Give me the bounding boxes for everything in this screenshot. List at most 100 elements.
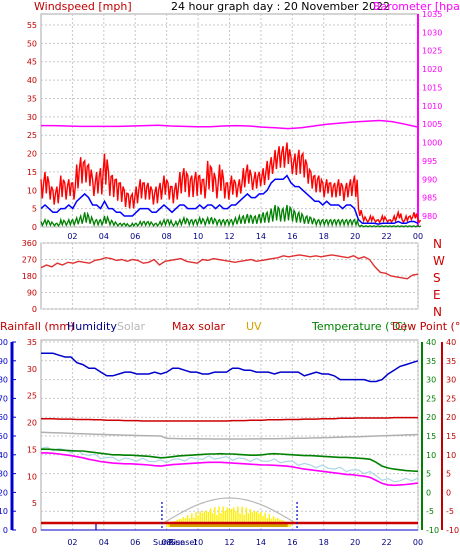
- wind-x-tick-label: 04: [99, 232, 109, 241]
- rainfall-tick-label: 20: [0, 488, 8, 497]
- weather-x-tick-label: 18: [319, 538, 329, 547]
- temperature-tick-label: 35: [426, 357, 436, 366]
- solar-reference-line: [40, 431, 419, 440]
- humidity-tick-label: 5: [32, 499, 37, 508]
- dew-point-tick-label: 5: [446, 470, 451, 479]
- max-solar-line: [41, 416, 418, 422]
- humidity-tick-label: 20: [27, 419, 37, 428]
- dew-point-tick-label: 15: [446, 432, 456, 441]
- wind-x-tick-label: 14: [256, 232, 266, 241]
- dew-point-tick-label: 30: [446, 376, 456, 385]
- direction-tick-label: 0: [32, 305, 37, 314]
- humidity-tick-label: 30: [27, 365, 37, 374]
- humidity-tick-label: 0: [32, 526, 37, 535]
- temperature-tick-label: 40: [426, 338, 436, 347]
- barometer-tick-label: 995: [422, 157, 437, 166]
- barometer-axis-label: Barometer [hpa]: [373, 0, 460, 13]
- windspeed-tick-label: 55: [27, 21, 37, 30]
- barometer-tick-label: 1015: [422, 83, 442, 92]
- wind-x-tick-label: 20: [350, 232, 360, 241]
- windspeed-tick-label: 45: [27, 58, 37, 67]
- direction-tick-label: 180: [22, 272, 37, 281]
- barometer-tick-label: 1000: [422, 139, 442, 148]
- barometer-tick-label: 1020: [422, 65, 442, 74]
- direction-plot: 0 90 180 270 360: [22, 239, 419, 314]
- weather-x-tick-label: 06: [130, 538, 140, 547]
- wind-x-tick-label: 06: [130, 232, 140, 241]
- compass-label-s: S: [433, 271, 441, 285]
- rainfall-tick-label: 30: [0, 470, 8, 479]
- barometer-tick-label: 1035: [422, 10, 442, 19]
- weather-x-tick-label: 20: [350, 538, 360, 547]
- humidity-line: [41, 352, 419, 383]
- temperature-tick-label: 15: [426, 432, 436, 441]
- wind-x-tick-label: 08: [162, 232, 172, 241]
- weather-x-ticks: 02 04 06 08 10 12 14 16 18 20 22 00: [67, 538, 423, 547]
- weather-plot: 010203040506070809010005101520253035-10-…: [0, 338, 459, 547]
- wind-x-tick-label: 00: [413, 232, 423, 241]
- dew-point-tick-label: 40: [446, 338, 456, 347]
- weather-x-tick-label: 12: [224, 538, 234, 547]
- temperature-tick-label: 20: [426, 413, 436, 422]
- weather-series: [40, 352, 419, 531]
- wind-x-tick-label: 12: [224, 232, 234, 241]
- weather-x-tick-label: 04: [99, 538, 109, 547]
- rainfall-tick-label: 100: [0, 338, 8, 347]
- temperature-line: [41, 448, 419, 473]
- wind-x-tick-label: 18: [319, 232, 329, 241]
- compass-label-w: W: [433, 254, 445, 268]
- dew-point-tick-label: 10: [446, 451, 456, 460]
- legend-uv: UV: [246, 320, 262, 333]
- legend-temperature: Temperature (°C): [311, 320, 407, 333]
- dew-point-tick-label: 35: [446, 357, 456, 366]
- max-solar-curve: [161, 497, 298, 525]
- wind-x-tick-label: 22: [381, 232, 391, 241]
- windspeed-tick-label: 30: [27, 113, 37, 122]
- rainfall-tick-label: 50: [0, 432, 8, 441]
- windspeed-axis-label: Windspeed [mph]: [34, 0, 132, 13]
- uv-strip: [169, 524, 288, 527]
- wind-x-tick-label: 02: [67, 232, 77, 241]
- rainfall-tick-label: 0: [3, 526, 8, 535]
- barometer-tick-label: 1030: [422, 28, 442, 37]
- wind-series: [40, 119, 422, 228]
- compass-label-n-top: N: [433, 237, 442, 251]
- windspeed-tick-label: 15: [27, 168, 37, 177]
- direction-plot-grid: [41, 242, 419, 310]
- compass-label-n-bottom: N: [433, 305, 442, 319]
- wind-x-tick-label: 10: [193, 232, 203, 241]
- wind-direction-line: [40, 254, 419, 280]
- wind-x-tick-label: 16: [287, 232, 297, 241]
- direction-series: [40, 254, 419, 280]
- dew-point-tick-label: 0: [446, 488, 451, 497]
- sun-markers: [95, 502, 298, 530]
- chart-title: 24 hour graph day : 20 November 2022: [171, 0, 390, 13]
- windspeed-tick-label: 10: [27, 186, 37, 195]
- legend-solar: Solar: [117, 320, 146, 333]
- barometer-line: [41, 119, 419, 130]
- rainfall-tick-label: 10: [0, 507, 8, 516]
- barometer-tick-label: 1010: [422, 102, 442, 111]
- windspeed-tick-label: 35: [27, 94, 37, 103]
- rainfall-tick-label: 90: [0, 357, 8, 366]
- temperature-tick-label: 25: [426, 394, 436, 403]
- humidity-tick-label: 35: [27, 338, 37, 347]
- weather-x-tick-label: 02: [67, 538, 77, 547]
- weather-x-tick-label: 14: [256, 538, 266, 547]
- direction-y-ticks: 0 90 180 270 360: [22, 239, 37, 314]
- apparent-temperature-line: [40, 446, 419, 483]
- windspeed-tick-label: 40: [27, 76, 37, 85]
- legend-rainfall: Rainfall (mm): [0, 320, 74, 333]
- rainfall-tick-label: 80: [0, 376, 8, 385]
- windspeed-y-ticks: 0 5 10 15 20 25 30 35 40 45 50 55: [27, 21, 37, 232]
- barometer-tick-label: 980: [422, 212, 437, 221]
- rainfall-tick-label: 70: [0, 394, 8, 403]
- direction-tick-label: 90: [27, 289, 37, 298]
- weather-axes: 010203040506070809010005101520253035-10-…: [0, 338, 459, 535]
- windspeed-tick-label: 50: [27, 39, 37, 48]
- temperature-tick-label: 5: [426, 470, 431, 479]
- legend-max-solar: Max solar: [172, 320, 225, 333]
